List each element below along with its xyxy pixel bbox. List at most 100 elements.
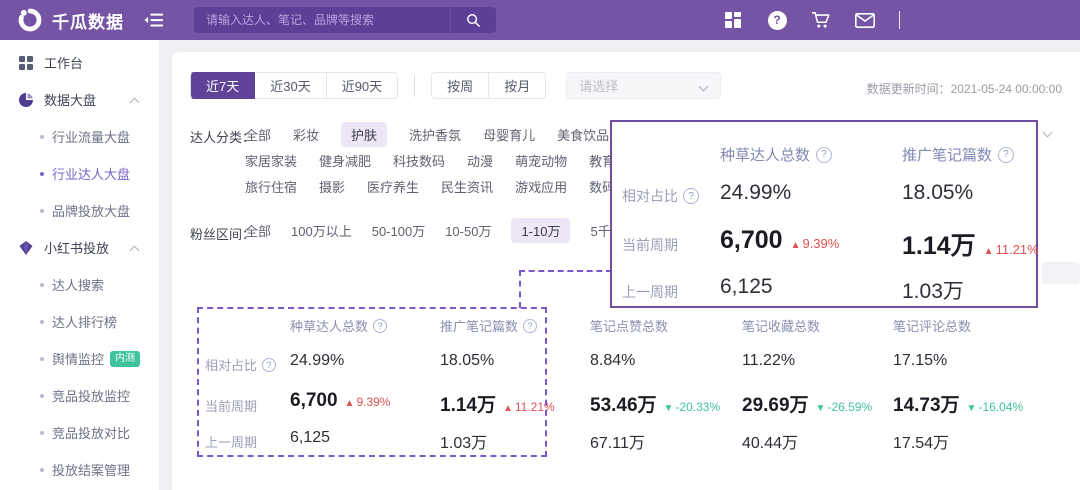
apps-grid-icon[interactable] [723,10,743,30]
cell-current-4: 29.69万 -26.59% [742,390,872,417]
bullet-icon [40,282,44,287]
fans-10k-100k-selected[interactable]: 1-10万 [511,218,571,243]
overlay-prev-2: 1.03万 [902,280,964,303]
zoom-connector-vertical [519,270,521,308]
category-tech[interactable]: 科技数码 [393,153,446,169]
bullet-icon [40,467,44,472]
category-health[interactable]: 医疗养生 [367,179,420,195]
fans-all[interactable]: 全部 [245,224,272,239]
tab-last-90-days[interactable]: 近90天 [326,72,399,99]
sidebar-item-placement-report[interactable]: 投放结案管理 [0,451,159,488]
cart-icon[interactable] [811,10,831,30]
delta-up: 9.39% [791,236,839,251]
cell-current-2: 1.14万 11.21% [440,390,555,417]
cell-prev-2: 1.03万 [440,435,488,452]
sidebar-item-industry-influencer[interactable]: 行业达人大盘 [0,155,159,192]
category-games[interactable]: 游戏应用 [515,179,568,195]
category-photography[interactable]: 摄影 [319,179,346,195]
category-pets[interactable]: 萌宠动物 [515,153,568,169]
cell-prev-4: 40.44万 [742,435,799,452]
sidebar-group-label: 数据大盘 [44,93,97,108]
info-icon[interactable] [373,318,388,333]
sidebar-item-influencer-ranking[interactable]: 达人排行榜 [0,303,159,340]
cell-current-5: 14.73万 -16.04% [893,390,1023,417]
collapse-chevron-icon[interactable] [1044,128,1052,136]
date-range-group: 近7天 近30天 近90天 [190,72,399,99]
category-education[interactable]: 教育 [589,153,616,169]
category-fitness[interactable]: 健身减肥 [319,153,372,169]
sidebar-item-industry-traffic[interactable]: 行业流量大盘 [0,118,159,155]
info-icon[interactable] [816,146,833,163]
col-header-promo-notes: 推广笔记篇数 [440,316,538,335]
sidebar-item-label: 工作台 [44,56,84,71]
fans-filter-label: 粉丝区间： [190,227,256,242]
tab-last-7-days[interactable]: 近7天 [190,72,256,99]
help-icon[interactable] [767,10,787,30]
fans-500k-1m[interactable]: 50-100万 [371,224,426,239]
cell-current-3: 53.46万 -20.33% [590,390,720,417]
fans-over-1m[interactable]: 100万以上 [291,224,352,239]
category-skincare-selected[interactable]: 护肤 [341,121,388,147]
sidebar-group-data-dashboard[interactable]: 数据大盘 [0,81,159,118]
search-input[interactable] [194,7,450,33]
cell-ratio-2: 18.05% [440,352,495,369]
sidebar-item-workbench[interactable]: 工作台 [0,44,159,81]
sidebar-item-label: 投放结案管理 [52,463,131,478]
tab-by-month[interactable]: 按月 [489,72,547,99]
bullet-icon [40,356,44,361]
category-maternity[interactable]: 母婴育儿 [483,127,536,143]
delta-down: -16.04% [967,400,1023,414]
global-search [194,7,496,33]
info-icon[interactable] [683,188,699,204]
cell-prev-1: 6,125 [290,429,331,446]
zoom-connector-horizontal [519,270,612,272]
sidebar-item-competitor-monitor[interactable]: 竞品投放监控 [0,377,159,414]
workbench-grid-icon [19,55,33,70]
category-home[interactable]: 家居家装 [245,153,298,169]
header-actions [723,10,1064,30]
search-button[interactable] [450,7,496,33]
sidebar-item-label: 竞品投放监控 [52,389,131,404]
sidebar-item-sentiment-monitor[interactable]: 舆情监控 内测 [0,340,159,377]
category-all[interactable]: 全部 [245,127,272,143]
row-label-current-period: 当前周期 [205,399,258,414]
overlay-row-label-current: 当前周期 [622,237,678,253]
sidebar-item-label: 行业流量大盘 [52,130,131,145]
date-select-dropdown[interactable]: 请选择 [566,72,722,99]
overlay-row-label-previous: 上一周期 [622,284,678,300]
mail-icon[interactable] [855,10,875,30]
qiangua-logo-icon [18,8,42,32]
overlay-current-2: 1.14万 11.21% [902,226,1039,262]
sidebar-item-label: 达人排行榜 [52,315,118,330]
bullet-icon [40,319,44,324]
category-food[interactable]: 美食饮品 [557,127,610,143]
gem-icon [19,240,33,255]
sidebar-item-label: 行业达人大盘 [52,167,131,182]
category-travel[interactable]: 旅行住宿 [245,179,298,195]
category-anime[interactable]: 动漫 [467,153,494,169]
info-icon[interactable] [998,146,1015,163]
fans-100k-500k[interactable]: 10-50万 [445,224,492,239]
category-news[interactable]: 民生资讯 [441,179,494,195]
category-digital[interactable]: 数码 [589,179,616,195]
chevron-down-icon [700,82,708,90]
sidebar-group-xiaohongshu[interactable]: 小红书投放 [0,229,159,266]
overlay-prev-1: 6,125 [720,275,773,298]
info-icon[interactable] [262,357,277,372]
sidebar-item-brand-placement[interactable]: 品牌投放大盘 [0,192,159,229]
col-header-note-likes: 笔记点赞总数 [590,319,669,334]
category-bodycare[interactable]: 洗护香氛 [409,127,462,143]
select-placeholder: 请选择 [579,79,619,94]
sidebar-item-influencer-search[interactable]: 达人搜索 [0,266,159,303]
tab-by-week[interactable]: 按周 [431,72,490,99]
cell-ratio-5: 17.15% [893,352,948,369]
category-makeup[interactable]: 彩妆 [293,127,320,143]
sidebar-item-competitor-compare[interactable]: 竞品投放对比 [0,414,159,451]
bullet-icon [40,171,44,176]
info-icon[interactable] [523,318,538,333]
beta-badge: 内测 [110,350,141,367]
cell-ratio-3: 8.84% [590,352,636,369]
tab-last-30-days[interactable]: 近30天 [255,72,327,99]
menu-collapse-icon[interactable] [144,12,164,28]
delta-up: 11.21% [503,400,555,414]
